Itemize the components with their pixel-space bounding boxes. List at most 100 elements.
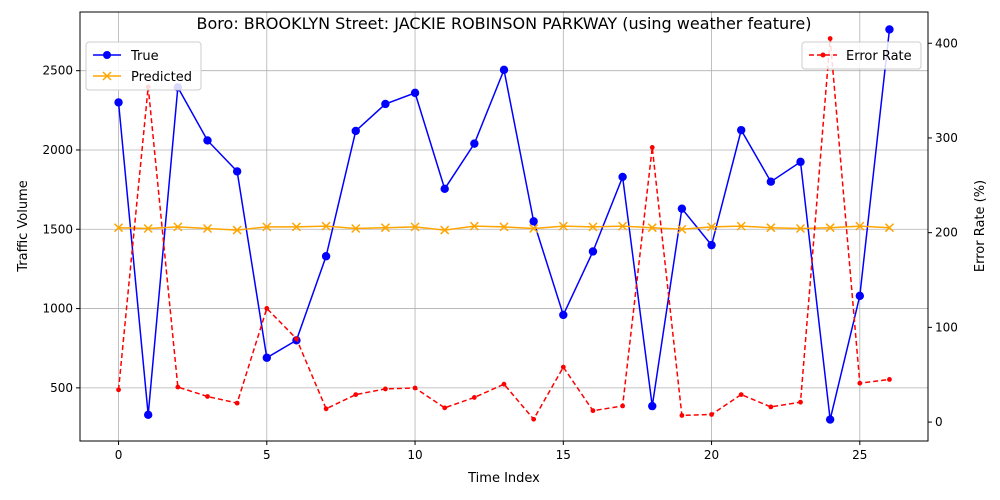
y-tick-label: 2500	[42, 64, 73, 78]
series-error-rate-point	[294, 336, 299, 342]
series-true-point	[529, 217, 538, 226]
series-true-point	[885, 25, 894, 34]
series-true-point	[410, 88, 420, 98]
y2-tick-label: 300	[935, 131, 958, 145]
series-true-point	[855, 291, 865, 301]
series-predicted-point	[647, 223, 657, 233]
series-predicted-point	[529, 223, 539, 234]
series-true-point	[825, 415, 835, 424]
y2-tick-label: 400	[935, 36, 958, 50]
chart-title: Boro: BROOKLYN Street: JACKIE ROBINSON P…	[197, 14, 812, 33]
series-true-point	[262, 353, 271, 362]
series-predicted-point	[677, 224, 687, 234]
series-predicted-point	[351, 223, 361, 234]
series-error-rate-point	[649, 145, 655, 150]
x-axis-label: Time Index	[467, 471, 540, 486]
series-predicted-point	[707, 222, 717, 232]
series-error-rate-point	[827, 36, 833, 41]
series-true-point	[499, 65, 509, 75]
y-tick-label: 2000	[42, 143, 73, 157]
series-predicted-point	[410, 222, 420, 232]
series-true-point	[440, 184, 449, 194]
y-axis-label: Traffic Volume	[16, 180, 31, 273]
y-tick-label: 500	[50, 381, 73, 395]
series-error-rate-point	[768, 404, 774, 410]
series-layer	[114, 25, 894, 424]
series-true-point	[737, 125, 746, 135]
axes: 0 5 10 15 20 25 500 1000 1500 2000 2500 0 100 200 300 4…	[42, 36, 957, 462]
legend-right: Error Rate	[801, 41, 922, 70]
series-predicted-point	[114, 223, 124, 233]
legend-error-marker	[820, 52, 826, 58]
series-error-rate-point	[116, 387, 121, 393]
series-true-point	[677, 204, 687, 213]
x-tick-label: 20	[704, 448, 719, 462]
series-error-rate-point	[175, 384, 181, 390]
plot-frame	[79, 11, 929, 442]
y2-tick-label: 100	[935, 320, 958, 334]
legend-error-label: Error Rate	[846, 49, 912, 64]
series-true-point	[143, 410, 153, 420]
series-predicted	[114, 221, 894, 235]
series-predicted-point	[825, 223, 835, 233]
series-error-rate-point	[323, 406, 329, 412]
series-predicted-point	[736, 221, 746, 231]
series-predicted-point	[173, 222, 183, 232]
series-true-point	[648, 401, 657, 411]
legend-right-box	[801, 41, 922, 70]
series-true-point	[351, 126, 360, 136]
series-error-rate-point	[679, 413, 685, 418]
series-error-rate-point	[442, 405, 448, 411]
series-true	[114, 25, 894, 424]
series-predicted-point	[262, 222, 272, 232]
series-error-rate-line	[117, 38, 890, 421]
x-tick-label: 10	[407, 448, 422, 462]
series-predicted-point	[855, 221, 865, 231]
x-tick-label: 15	[556, 448, 571, 462]
series-predicted-point	[380, 223, 390, 233]
series-error-rate-point	[264, 306, 270, 311]
series-error-rate-point	[412, 385, 418, 391]
x-tick-label: 0	[115, 448, 123, 462]
series-error-rate-point	[738, 392, 744, 397]
series-true-point	[381, 99, 390, 109]
series-true-point	[114, 98, 123, 107]
series-error-rate-point	[887, 377, 892, 382]
series-predicted-point	[143, 223, 153, 234]
series-error-rate-point	[471, 395, 477, 400]
series-true-point	[559, 310, 568, 320]
series-true-point	[588, 247, 598, 256]
series-error-rate-point	[234, 400, 240, 406]
series-true-point	[796, 157, 805, 167]
series-predicted-point	[232, 225, 242, 235]
series-predicted-point	[618, 221, 628, 231]
series-error-rate-point	[353, 392, 359, 397]
series-true-point	[470, 139, 479, 148]
series-error-rate-point	[857, 380, 863, 386]
series-true-point	[321, 252, 331, 261]
series-predicted-point	[321, 221, 331, 231]
series-error-rate-point	[590, 408, 596, 414]
legend-true-label: True	[130, 49, 159, 64]
x-tick-label: 5	[263, 448, 271, 462]
series-predicted-point	[795, 223, 806, 234]
series-error-rate-point	[205, 394, 210, 399]
legend-left-box	[85, 41, 202, 91]
x-tick-label: 25	[852, 448, 867, 462]
series-error-rate-point	[501, 381, 507, 387]
y-tick-label: 1500	[42, 222, 73, 236]
series-true-point	[203, 136, 212, 145]
series-error-rate	[116, 36, 892, 422]
series-error-rate-point	[531, 416, 537, 422]
series-true-point	[707, 240, 716, 250]
legend-predicted-marker	[102, 71, 112, 81]
series-true-point	[618, 172, 627, 182]
series-error-rate-point	[798, 399, 803, 405]
series-true-point	[766, 177, 776, 186]
series-error-rate-point	[560, 364, 566, 370]
series-predicted-point	[588, 222, 598, 232]
series-error-rate-point	[620, 403, 626, 409]
series-predicted-point	[766, 223, 776, 233]
legend-predicted-label: Predicted	[131, 70, 192, 85]
